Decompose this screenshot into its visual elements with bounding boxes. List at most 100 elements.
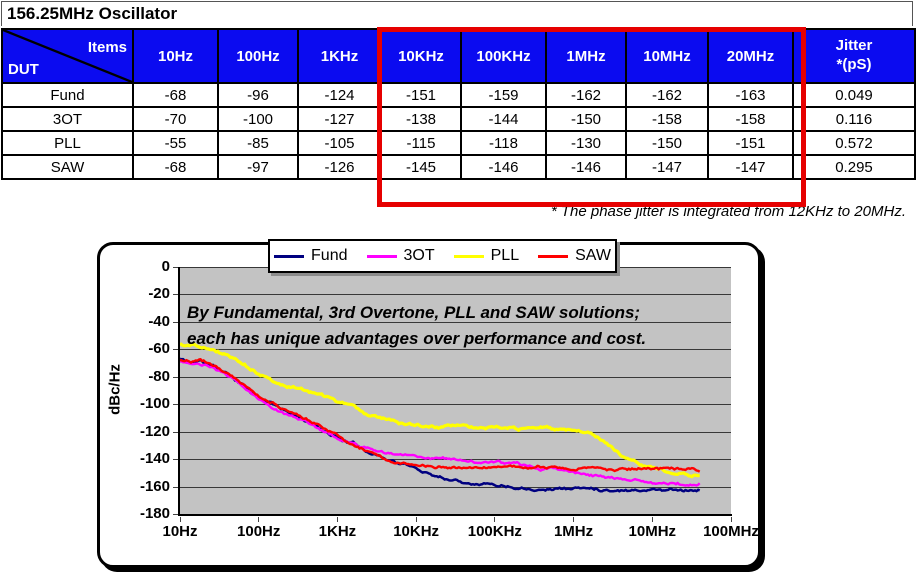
cell-value: -55 (132, 130, 219, 156)
cell-jitter: 0.572 (792, 130, 916, 156)
y-tick (173, 487, 178, 488)
cell-value: -105 (297, 130, 382, 156)
x-tick (651, 517, 653, 522)
legend-item-3ot: 3OT (366, 247, 435, 265)
x-tick-label: 10MHz (628, 523, 677, 540)
chart-curves (180, 342, 701, 493)
legend-label: SAW (575, 247, 611, 264)
jitter-header-line2: *(pS) (836, 56, 872, 73)
gridline (180, 377, 731, 378)
cell-value: -124 (297, 82, 382, 108)
col-header-1khz: 1KHz (297, 28, 382, 84)
table-row-3ot: 3OT -70 -100 -127 -138 -144 -150 -158 -1… (1, 106, 916, 132)
cell-value: -162 (625, 82, 709, 108)
x-tick-label: 1MHz (553, 523, 594, 540)
annotation-line1: By Fundamental, 3rd Overtone, PLL and SA… (187, 303, 641, 322)
y-tick (173, 294, 178, 295)
col-header-1mhz: 1MHz (545, 28, 627, 84)
table-row-pll: PLL -55 -85 -105 -115 -118 -130 -150 -15… (1, 130, 916, 156)
gridline (180, 432, 731, 433)
cell-value: -68 (132, 154, 219, 180)
phase-noise-chart: 0 -20 -40 -60 -80 -100 -120 -140 -160 -180 10Hz 100… (97, 239, 761, 568)
cell-value: -68 (132, 82, 219, 108)
cell-value: -96 (217, 82, 299, 108)
x-tick-label: 10KHz (393, 523, 440, 540)
cell-jitter: 0.116 (792, 106, 916, 132)
cell-value: -126 (297, 154, 382, 180)
x-tick (730, 517, 732, 522)
cell-value: -147 (625, 154, 709, 180)
corner-label-dut: DUT (8, 61, 39, 78)
curve-saw (180, 357, 701, 473)
gridline (180, 294, 731, 295)
table-header-row: Items DUT 10Hz 100Hz 1KHz 10KHz 100KHz 1… (1, 28, 916, 84)
x-axis-line (178, 514, 732, 516)
annotation-line2: each has unique advantages over performa… (187, 329, 647, 348)
y-tick-label: -80 (148, 368, 170, 385)
corner-label-items: Items (87, 39, 127, 56)
dut-label: 3OT (1, 106, 134, 132)
legend-swatch (366, 254, 397, 258)
y-tick-label: 0 (161, 258, 170, 275)
y-tick-label: -160 (139, 478, 170, 495)
col-header-100hz: 100Hz (217, 28, 299, 84)
chart-legend: Fund 3OT PLL SAW (268, 239, 617, 273)
x-tick (494, 517, 496, 522)
cell-value: -150 (545, 106, 627, 132)
gridline (180, 404, 731, 405)
corner-cell-dut-items: Items DUT (1, 28, 134, 84)
jitter-header-line1: Jitter (835, 37, 873, 55)
x-tick (573, 517, 575, 522)
cell-value: -147 (707, 154, 794, 180)
y-tick-label: -100 (139, 395, 170, 412)
x-tick (179, 517, 181, 522)
cell-value: -100 (217, 106, 299, 132)
y-tick (173, 349, 178, 350)
plot-area (180, 267, 731, 514)
table-row-saw: SAW -68 -97 -126 -145 -146 -146 -147 -14… (1, 154, 916, 180)
col-header-20mhz: 20MHz (707, 28, 794, 84)
legend-swatch (453, 254, 484, 258)
y-tick-label: -20 (148, 285, 170, 302)
col-header-100khz: 100KHz (460, 28, 547, 84)
cell-value: -144 (460, 106, 547, 132)
dut-label: SAW (1, 154, 134, 180)
legend-label: PLL (490, 247, 520, 264)
legend-label: Fund (311, 247, 348, 264)
cell-jitter: 0.295 (792, 154, 916, 180)
cell-value: -127 (297, 106, 382, 132)
col-header-10mhz: 10MHz (625, 28, 709, 84)
legend-swatch (274, 254, 305, 258)
y-tick (173, 459, 178, 460)
y-tick-label: -180 (139, 505, 170, 522)
cell-value: -97 (217, 154, 299, 180)
y-tick-label: -140 (139, 450, 170, 467)
legend-item-fund: Fund (274, 247, 348, 265)
cell-value: -158 (625, 106, 709, 132)
x-tick-label: 100KHz (467, 523, 522, 540)
curve-3ot (180, 360, 701, 487)
y-tick (173, 322, 178, 323)
page-title: 156.25MHz Oscillator (1, 1, 913, 26)
dut-label: PLL (1, 130, 134, 156)
y-tick (173, 377, 178, 378)
col-header-jitter: Jitter *(pS) (792, 28, 916, 84)
curve-pll (180, 342, 700, 479)
cell-value: -158 (707, 106, 794, 132)
x-tick-label: 100Hz (237, 523, 281, 540)
y-axis-title: dBc/Hz (106, 364, 124, 415)
chart-annotation: By Fundamental, 3rd Overtone, PLL and SA… (187, 300, 646, 352)
col-header-10khz: 10KHz (380, 28, 462, 84)
diagonal-divider (4, 31, 131, 81)
y-tick (173, 404, 178, 405)
legend-swatch (538, 254, 569, 258)
x-tick-label: 1KHz (318, 523, 357, 540)
cell-value: -146 (545, 154, 627, 180)
table-row-fund: Fund -68 -96 -124 -151 -159 -162 -162 -1… (1, 82, 916, 108)
gridline (180, 322, 731, 323)
x-tick (258, 517, 260, 522)
gridline (180, 487, 731, 488)
cell-value: -151 (707, 130, 794, 156)
cell-value: -163 (707, 82, 794, 108)
